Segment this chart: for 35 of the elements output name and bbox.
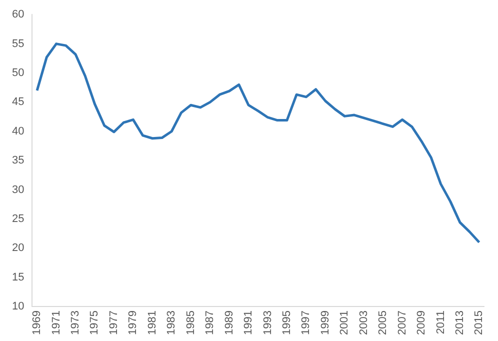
y-tick-label: 30	[12, 184, 24, 196]
x-tick-label: 1971	[50, 310, 62, 336]
x-tick-label: 1995	[280, 310, 293, 336]
y-tick-label: 25	[12, 212, 24, 225]
x-tick-label: 1975	[88, 310, 101, 336]
y-tick-label: 15	[12, 271, 24, 284]
x-tick-label: 2003	[358, 310, 370, 336]
x-tick-label: 1999	[319, 310, 332, 336]
x-tick-label: 1989	[223, 310, 236, 336]
x-tick-label: 2015	[473, 310, 486, 336]
y-tick-label: 10	[12, 300, 24, 313]
x-tick-label: 1987	[204, 310, 216, 336]
y-tick-label: 60	[12, 8, 24, 21]
x-tick-label: 1977	[108, 310, 120, 336]
x-tick-label: 1993	[262, 310, 274, 336]
x-tick-label: 1973	[70, 310, 82, 336]
y-tick-label: 45	[12, 96, 24, 108]
y-tick-label: 35	[12, 154, 24, 167]
y-tick-label: 50	[12, 67, 24, 80]
x-tick-label: 1985	[184, 310, 197, 336]
x-tick-label: 1991	[242, 310, 255, 336]
x-tick-label: 2001	[338, 310, 351, 336]
x-tick-label: 1997	[300, 310, 312, 336]
y-tick-label: 20	[12, 242, 24, 254]
x-tick-label: 2009	[416, 310, 428, 336]
x-tick-label: 1979	[127, 310, 140, 336]
x-tick-label: 1981	[146, 310, 158, 336]
x-tick-label: 2007	[396, 310, 408, 336]
y-tick-label: 55	[12, 38, 24, 50]
x-tick-label: 2011	[434, 310, 447, 334]
x-tick-label: 2013	[454, 310, 466, 336]
x-tick-label: 1983	[166, 310, 178, 336]
y-tick-label: 40	[12, 125, 24, 138]
x-tick-label: 1969	[31, 310, 44, 336]
x-tick-label: 2005	[377, 310, 390, 336]
